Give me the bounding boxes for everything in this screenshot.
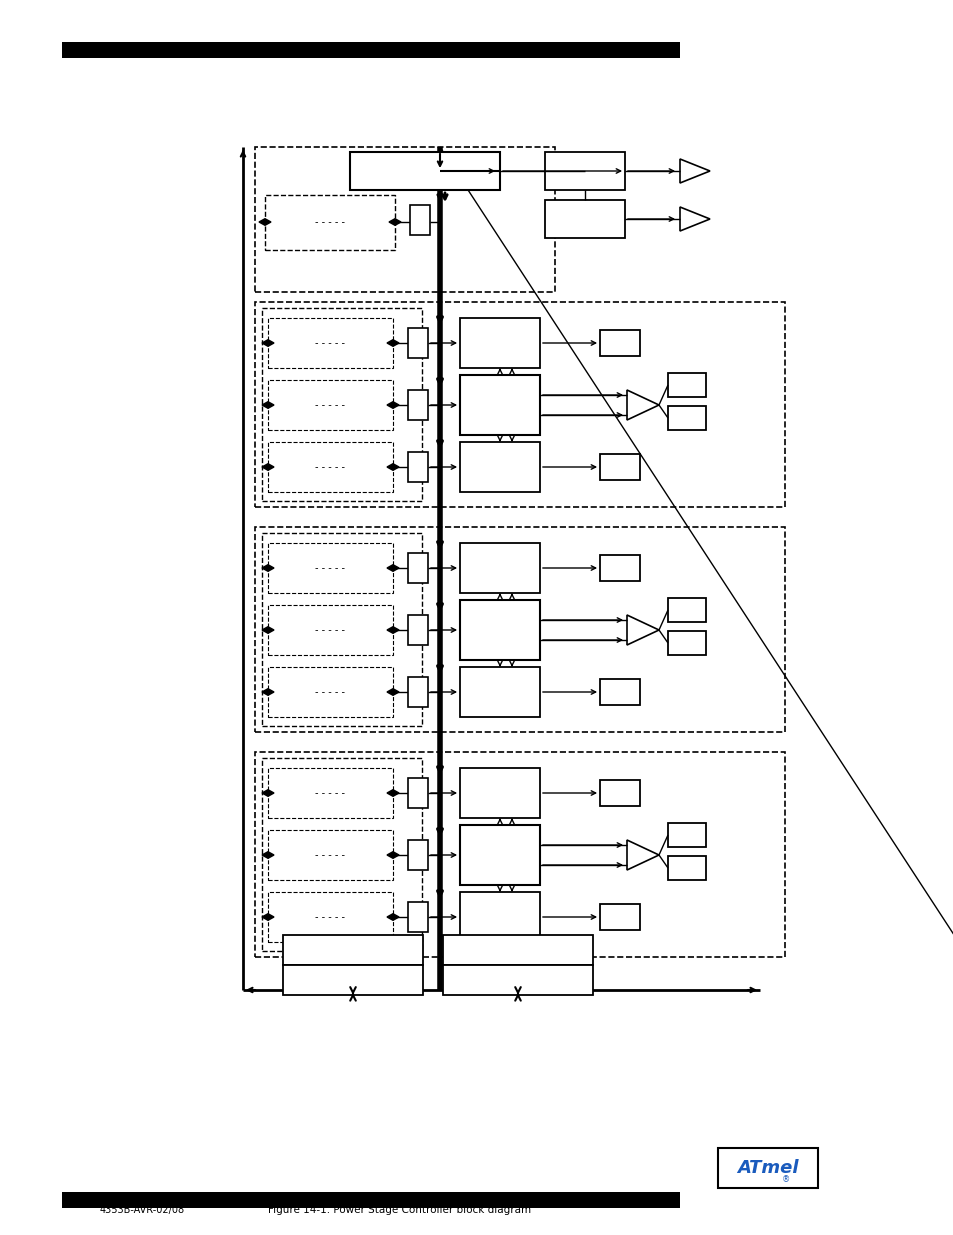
Polygon shape [387, 340, 398, 346]
Bar [459, 442, 539, 492]
Bar [599, 454, 639, 480]
Bar [283, 965, 422, 995]
Polygon shape [262, 626, 274, 634]
Bar [262, 534, 421, 726]
Bar [262, 308, 421, 501]
Bar [599, 679, 639, 705]
Polygon shape [262, 401, 274, 409]
Bar [350, 152, 499, 190]
Polygon shape [262, 564, 274, 572]
Polygon shape [626, 390, 659, 420]
Bar [268, 667, 393, 718]
Polygon shape [387, 689, 398, 695]
Polygon shape [387, 401, 398, 409]
Polygon shape [258, 219, 271, 225]
Text: - - - - -: - - - - - [315, 400, 345, 410]
Polygon shape [626, 615, 659, 645]
Bar [459, 600, 539, 659]
Text: - - - - -: - - - - - [315, 563, 345, 573]
Bar [254, 147, 555, 291]
Polygon shape [387, 852, 398, 858]
Bar [408, 778, 428, 808]
Text: ATmel: ATmel [737, 1158, 798, 1177]
Bar [667, 406, 705, 430]
Bar [254, 752, 784, 957]
Bar [408, 902, 428, 932]
Polygon shape [262, 852, 274, 858]
Bar [667, 631, 705, 655]
Bar [408, 390, 428, 420]
Bar [459, 375, 539, 435]
Polygon shape [679, 159, 709, 183]
Polygon shape [262, 689, 274, 695]
Text: - - - - -: - - - - - [315, 625, 345, 635]
Bar [667, 598, 705, 622]
Bar [408, 553, 428, 583]
Bar [459, 892, 539, 942]
Bar [62, 1192, 679, 1208]
Polygon shape [262, 340, 274, 346]
Bar [408, 615, 428, 645]
Text: - - - - -: - - - - - [315, 788, 345, 798]
Polygon shape [262, 914, 274, 920]
Bar [268, 830, 393, 881]
Bar [265, 195, 395, 249]
Bar [254, 303, 784, 508]
Bar [268, 543, 393, 593]
Bar [667, 823, 705, 847]
Bar [459, 667, 539, 718]
Polygon shape [626, 840, 659, 869]
Bar [442, 965, 593, 995]
Bar [410, 205, 430, 235]
Polygon shape [262, 463, 274, 471]
Bar [268, 605, 393, 655]
Bar [667, 856, 705, 881]
Bar [62, 42, 679, 58]
Text: - - - - -: - - - - - [315, 338, 345, 348]
Text: 4353B-AVR-02/08: 4353B-AVR-02/08 [100, 1205, 185, 1215]
Polygon shape [387, 626, 398, 634]
Bar [442, 935, 593, 965]
Bar [283, 935, 422, 965]
Polygon shape [387, 789, 398, 797]
Bar [408, 452, 428, 482]
Bar [599, 330, 639, 356]
Text: - - - - -: - - - - - [315, 462, 345, 472]
Bar [718, 1149, 817, 1188]
Bar [268, 768, 393, 818]
Text: - - - - -: - - - - - [315, 687, 345, 697]
Bar [268, 317, 393, 368]
Bar [544, 152, 624, 190]
Polygon shape [387, 564, 398, 572]
Bar [459, 825, 539, 885]
Bar [544, 200, 624, 238]
Bar [599, 555, 639, 580]
Bar [408, 329, 428, 358]
Text: - - - - -: - - - - - [314, 217, 345, 227]
Text: ®: ® [781, 1176, 789, 1184]
Polygon shape [389, 219, 400, 225]
Bar [667, 373, 705, 396]
Bar [459, 543, 539, 593]
Polygon shape [262, 789, 274, 797]
Bar [599, 904, 639, 930]
Bar [268, 442, 393, 492]
Bar [599, 781, 639, 806]
Bar [408, 840, 428, 869]
Text: Figure 14-1. Power Stage Controller block diagram: Figure 14-1. Power Stage Controller bloc… [268, 1205, 531, 1215]
Bar [262, 758, 421, 951]
Text: - - - - -: - - - - - [315, 911, 345, 923]
Bar [459, 768, 539, 818]
Polygon shape [387, 914, 398, 920]
Bar [268, 892, 393, 942]
Text: - - - - -: - - - - - [315, 850, 345, 860]
Polygon shape [387, 463, 398, 471]
Bar [408, 677, 428, 706]
Bar [254, 527, 784, 732]
Bar [459, 317, 539, 368]
Polygon shape [679, 207, 709, 231]
Bar [268, 380, 393, 430]
